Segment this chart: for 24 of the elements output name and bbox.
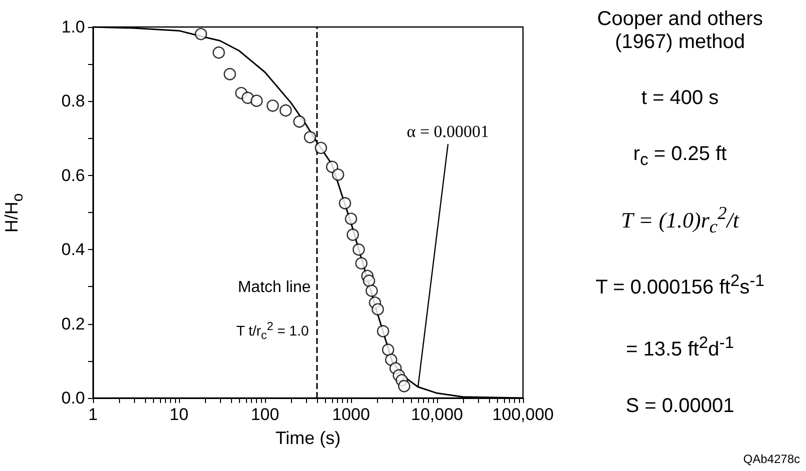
y-tick-label: 0.8 bbox=[61, 92, 85, 111]
text: S = 0.00001 bbox=[626, 394, 734, 418]
text: QAb4278c bbox=[743, 452, 800, 466]
x-tick-label: 10 bbox=[170, 405, 188, 424]
x-tick-label: 1 bbox=[88, 405, 98, 424]
text: T = (1.0)r$_{c}$$^{2}$/t bbox=[621, 203, 739, 238]
ref-line-label: Match line bbox=[238, 279, 311, 298]
text: t = 400 s bbox=[641, 87, 719, 110]
x-tick-label: 100,000 bbox=[492, 405, 554, 424]
annotation: T t/r$_{c}$$^{2}$ = 1.0 bbox=[236, 320, 309, 342]
x-axis-title: Time (s) bbox=[275, 428, 341, 449]
annotation: α = 0.00001 bbox=[406, 122, 490, 142]
text: T = 0.000156 ft$^{2}$s$^{-1}$ bbox=[596, 271, 764, 300]
y-tick-label: 1.0 bbox=[61, 18, 85, 36]
y-tick-label: 0.0 bbox=[61, 388, 85, 408]
x-tick-label: 100 bbox=[250, 405, 280, 424]
x-tick-label: 1000 bbox=[332, 405, 370, 424]
y-tick-label: 0.2 bbox=[61, 314, 85, 334]
y-tick-label: 0.4 bbox=[61, 240, 85, 260]
x-tick-label: 10,000 bbox=[411, 405, 463, 424]
text: = 13.5 ft$^{2}$d$^{-1}$ bbox=[626, 333, 734, 362]
text: r$_{c}$ = 0.25 ft bbox=[633, 143, 727, 170]
y-tick-label: 0.6 bbox=[61, 166, 85, 185]
text: Cooper and others (1967) method bbox=[596, 8, 764, 54]
